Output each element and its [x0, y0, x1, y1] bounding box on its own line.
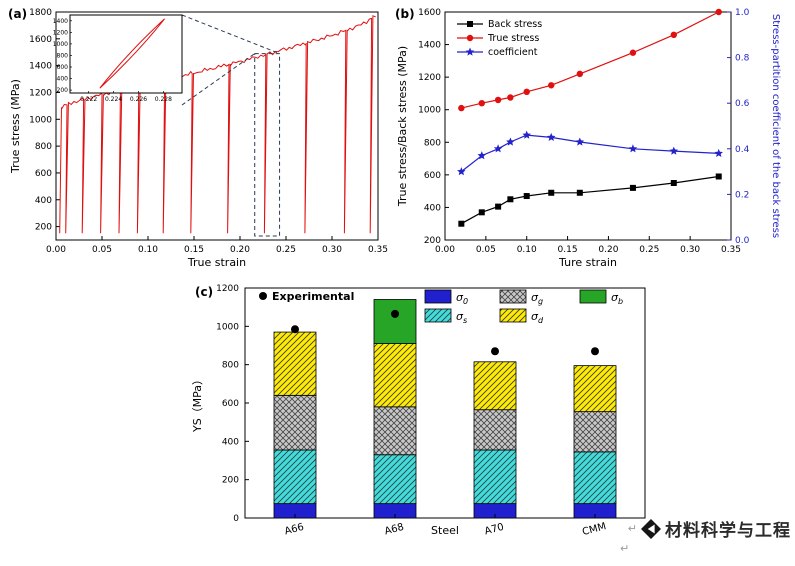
svg-text:A68: A68 [383, 522, 405, 538]
svg-text:0.2: 0.2 [735, 190, 749, 200]
svg-text:Back stress: Back stress [488, 19, 542, 30]
svg-text:Stress-partition coefficient o: Stress-partition coefficient of the back… [770, 14, 781, 238]
svg-text:1800: 1800 [29, 8, 52, 18]
svg-text:0.10: 0.10 [138, 245, 158, 255]
svg-text:200: 200 [35, 223, 52, 233]
svg-text:0: 0 [233, 514, 239, 524]
svg-text:800: 800 [35, 142, 52, 152]
svg-text:0.222: 0.222 [80, 96, 97, 103]
svg-text:True stress/Back stress (MPa): True stress/Back stress (MPa) [396, 46, 409, 207]
svg-text:(a): (a) [8, 7, 27, 21]
svg-text:A66: A66 [283, 522, 305, 538]
svg-text:YS（MPa）: YS（MPa） [191, 374, 204, 433]
svg-text:Ture strain: Ture strain [558, 256, 617, 269]
watermark-logo-icon [641, 518, 661, 539]
cyclic-stress-strain-svg: 0.00 0.05 0.10 0.15 0.20 0.25 0.30 0.35 200 400 60… [8, 7, 388, 269]
svg-text:400: 400 [57, 76, 69, 83]
svg-text:1600: 1600 [29, 35, 52, 45]
svg-text:σd: σd [531, 310, 544, 325]
svg-text:True stress (MPa): True stress (MPa) [9, 79, 22, 174]
svg-text:600: 600 [57, 64, 69, 71]
svg-text:Steel: Steel [431, 524, 459, 537]
back-stress-coefficient-svg: 0.00 0.05 0.10 0.15 0.20 0.25 0.30 0.35 200 400 60… [395, 7, 781, 269]
svg-text:0.00: 0.00 [46, 245, 66, 255]
svg-text:coefficient: coefficient [488, 47, 538, 58]
svg-text:0.0: 0.0 [735, 236, 750, 246]
svg-text:σ0: σ0 [456, 291, 468, 306]
svg-text:True stress: True stress [487, 33, 539, 44]
svg-text:0.00: 0.00 [435, 245, 455, 255]
return-mark: ↵ [620, 542, 630, 555]
svg-text:800: 800 [222, 361, 239, 371]
svg-text:0.226: 0.226 [130, 96, 147, 103]
svg-text:σs: σs [456, 310, 467, 325]
svg-text:σg: σg [531, 291, 543, 306]
svg-text:0.6: 0.6 [735, 99, 750, 109]
svg-text:σb: σb [611, 291, 623, 306]
svg-text:0.15: 0.15 [184, 245, 204, 255]
svg-text:1000: 1000 [418, 106, 441, 116]
watermark: ↵ 材料科学与工程 [628, 516, 791, 541]
svg-text:0.224: 0.224 [105, 96, 122, 103]
svg-text:0.10: 0.10 [517, 245, 537, 255]
svg-text:0.35: 0.35 [721, 245, 741, 255]
svg-text:1600: 1600 [418, 8, 441, 18]
svg-text:400: 400 [424, 203, 441, 213]
svg-text:200: 200 [424, 236, 441, 246]
svg-text:True strain: True strain [187, 256, 246, 269]
svg-text:0.05: 0.05 [92, 245, 112, 255]
svg-text:A70: A70 [483, 522, 505, 538]
svg-text:1400: 1400 [53, 18, 68, 25]
return-mark: ↵ [627, 522, 637, 535]
svg-text:0.20: 0.20 [230, 245, 250, 255]
svg-text:(b): (b) [395, 7, 415, 21]
svg-text:1400: 1400 [418, 41, 441, 51]
svg-text:0.25: 0.25 [276, 245, 296, 255]
svg-text:1200: 1200 [29, 88, 52, 98]
svg-text:1200: 1200 [418, 73, 441, 83]
svg-text:1000: 1000 [29, 115, 52, 125]
svg-text:0.25: 0.25 [639, 245, 659, 255]
panel-c-ys-stacked-bar-chart: 0 200 400 600 800 1000 1200 A66 A68 A70 CMM Steel YS… [175, 276, 685, 566]
svg-text:0.4: 0.4 [735, 145, 750, 155]
svg-text:800: 800 [424, 138, 441, 148]
svg-text:600: 600 [222, 399, 239, 409]
svg-text:0.35: 0.35 [368, 245, 388, 255]
svg-text:800: 800 [57, 52, 69, 59]
svg-text:Experimental: Experimental [272, 290, 354, 303]
panel-b-back-stress-coefficient-chart: 0.00 0.05 0.10 0.15 0.20 0.25 0.30 0.35 200 400 60… [393, 2, 795, 274]
svg-text:1200: 1200 [216, 284, 239, 294]
svg-text:(c): (c) [195, 285, 213, 299]
svg-text:1.0: 1.0 [735, 8, 750, 18]
svg-text:600: 600 [35, 169, 52, 179]
svg-text:200: 200 [57, 87, 69, 94]
svg-text:600: 600 [424, 171, 441, 181]
watermark-text: 材料科学与工程 [665, 521, 791, 541]
svg-text:0.8: 0.8 [735, 54, 750, 64]
svg-text:1200: 1200 [53, 29, 68, 36]
svg-text:0.30: 0.30 [322, 245, 342, 255]
svg-text:200: 200 [222, 476, 239, 486]
svg-text:1000: 1000 [53, 41, 68, 48]
svg-text:1000: 1000 [216, 322, 239, 332]
ys-stacked-bar-svg: 0 200 400 600 800 1000 1200 A66 A68 A70 CMM Steel YS… [191, 284, 646, 538]
panel-a-cyclic-stress-strain-chart: 0.00 0.05 0.10 0.15 0.20 0.25 0.30 0.35 200 400 60… [6, 2, 392, 274]
svg-text:400: 400 [35, 196, 52, 206]
svg-text:1400: 1400 [29, 62, 52, 72]
svg-text:400: 400 [222, 437, 239, 447]
svg-text:0.228: 0.228 [155, 96, 172, 103]
svg-text:CMM: CMM [581, 521, 607, 538]
svg-text:0.20: 0.20 [598, 245, 618, 255]
svg-text:0.15: 0.15 [558, 245, 578, 255]
svg-text:0.30: 0.30 [680, 245, 700, 255]
svg-text:0.05: 0.05 [476, 245, 496, 255]
